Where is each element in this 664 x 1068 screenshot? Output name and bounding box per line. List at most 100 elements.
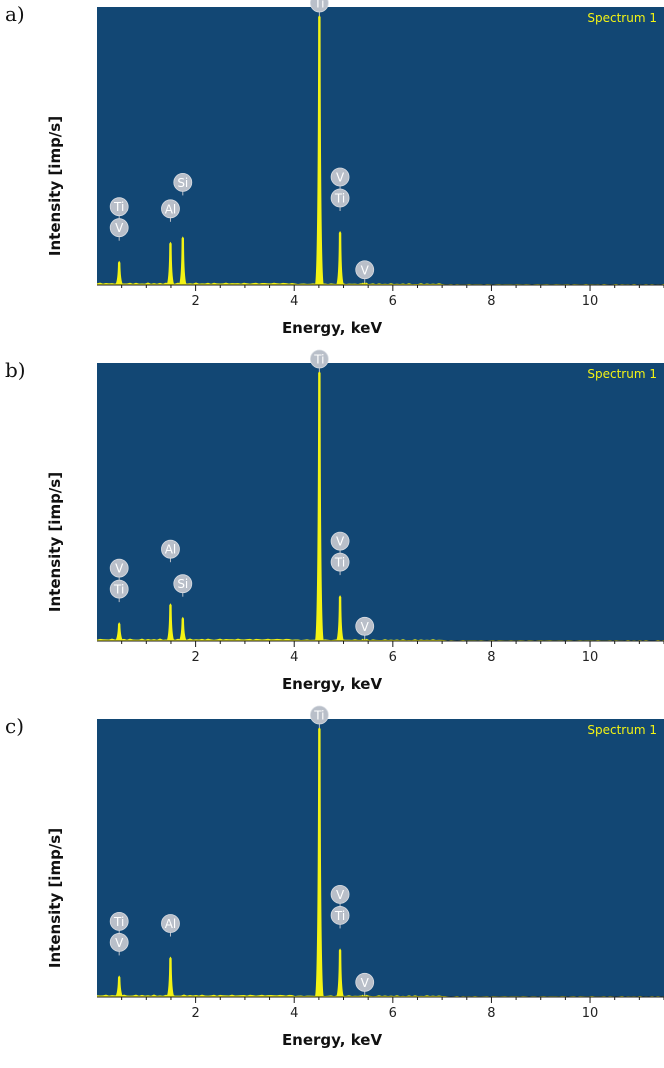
legend-spectrum: Spectrum 1 [587, 11, 657, 25]
spectrum-panel-a: a) Intensity [imp/s] Energy, keV 2 4 6 8 10 S… [0, 0, 664, 356]
element-marker-ti: Ti [309, 0, 329, 16]
marker-circle [330, 531, 350, 551]
panel-label: b) [5, 358, 26, 382]
x-tick-label: 6 [389, 294, 397, 309]
marker-circle [109, 932, 129, 952]
legend-spectrum: Spectrum 1 [587, 367, 657, 381]
marker-circle [109, 579, 129, 599]
peak-0 [115, 260, 124, 285]
x-tick-label: 10 [582, 650, 599, 665]
panel-label: a) [5, 2, 25, 26]
x-tick-label: 2 [191, 650, 199, 665]
marker-circle [355, 260, 375, 280]
element-marker-al: Al [161, 914, 180, 937]
peak-4 [336, 595, 345, 641]
element-marker-ti: Ti [109, 197, 129, 220]
element-marker-v: V [355, 616, 375, 640]
element-marker-v: V [355, 972, 375, 996]
marker-text: V [336, 535, 345, 549]
marker-circle [173, 574, 193, 594]
element-marker-ti: Ti [309, 705, 329, 728]
marker-text: Si [177, 577, 188, 591]
peak-4 [336, 231, 345, 285]
peak-2 [314, 727, 324, 997]
marker-circle [161, 914, 180, 933]
element-marker-v: V [330, 167, 350, 190]
element-marker-ti: Ti [309, 349, 329, 372]
marker-circle [355, 972, 375, 992]
x-axis-label: Energy, keV [281, 319, 383, 337]
marker-text: V [115, 221, 124, 235]
legend-spectrum: Spectrum 1 [587, 723, 657, 737]
marker-circle [330, 905, 350, 925]
marker-text: Ti [113, 583, 124, 597]
x-tick-label: 10 [582, 294, 599, 309]
peak-1 [166, 241, 175, 285]
marker-text: Si [177, 176, 188, 190]
marker-text: Ti [313, 353, 324, 367]
peak-3 [314, 15, 324, 285]
element-marker-ti: Ti [330, 905, 350, 929]
spectrum-panel-b: b) Intensity [imp/s] Energy, keV 2 4 6 8 10 S… [0, 349, 664, 712]
peak-1 [166, 603, 175, 641]
element-marker-v: V [109, 218, 129, 241]
x-tick-label: 6 [389, 650, 397, 665]
marker-text: Ti [113, 200, 124, 214]
peak-2 [178, 616, 187, 641]
marker-text: Al [165, 202, 177, 216]
x-tick-label: 8 [487, 294, 495, 309]
element-marker-si: Si [173, 574, 193, 597]
marker-circle [355, 616, 375, 636]
marker-text: V [361, 976, 370, 990]
marker-circle [309, 705, 329, 725]
baseline [97, 282, 664, 285]
marker-text: V [115, 562, 124, 576]
marker-text: Ti [334, 909, 345, 923]
x-tick-label: 2 [191, 294, 199, 309]
peak-3 [314, 371, 324, 641]
marker-circle [309, 349, 329, 369]
element-marker-v: V [109, 932, 129, 956]
marker-circle [161, 539, 180, 559]
spectrum-plot: 2 4 6 8 10 Spectrum 1 V Ti Al Si Ti V Ti V [97, 349, 664, 665]
element-marker-v: V [330, 531, 350, 555]
spectrum-plot: 2 4 6 8 10 Spectrum 1 Ti V Al Ti V Ti V [97, 705, 664, 1021]
marker-text: V [361, 263, 370, 277]
marker-circle [309, 0, 329, 13]
marker-text: Ti [313, 0, 324, 11]
marker-circle [109, 911, 129, 931]
element-marker-v: V [330, 884, 350, 908]
x-tick-label: 6 [389, 1006, 397, 1021]
marker-text: V [336, 888, 345, 902]
marker-text: Al [165, 543, 177, 557]
plot-background [97, 719, 664, 997]
baseline [97, 994, 664, 997]
plot-background [97, 363, 664, 641]
element-marker-si: Si [173, 172, 193, 196]
marker-circle [330, 884, 350, 904]
marker-text: Ti [113, 915, 124, 929]
marker-circle [109, 218, 129, 238]
marker-text: Al [165, 917, 177, 931]
marker-text: Ti [334, 192, 345, 206]
spectrum-panel-c: c) Intensity [imp/s] Energy, keV 2 4 6 8 10 S… [0, 705, 664, 1068]
plot-background [97, 7, 664, 285]
marker-circle [109, 197, 129, 217]
x-tick-label: 10 [582, 1006, 599, 1021]
x-tick-label: 8 [487, 1006, 495, 1021]
peak-3 [336, 948, 345, 997]
marker-circle [109, 558, 129, 578]
marker-circle [161, 199, 180, 219]
element-marker-al: Al [161, 539, 180, 563]
x-axis-label: Energy, keV [281, 675, 383, 693]
marker-text: V [361, 620, 370, 634]
marker-circle [330, 167, 350, 187]
peak-0 [115, 975, 124, 997]
marker-text: V [336, 171, 345, 185]
marker-circle [330, 552, 350, 572]
marker-text: V [115, 936, 124, 950]
element-marker-ti: Ti [330, 188, 350, 211]
x-tick-label: 8 [487, 650, 495, 665]
x-tick-label: 4 [290, 650, 298, 665]
